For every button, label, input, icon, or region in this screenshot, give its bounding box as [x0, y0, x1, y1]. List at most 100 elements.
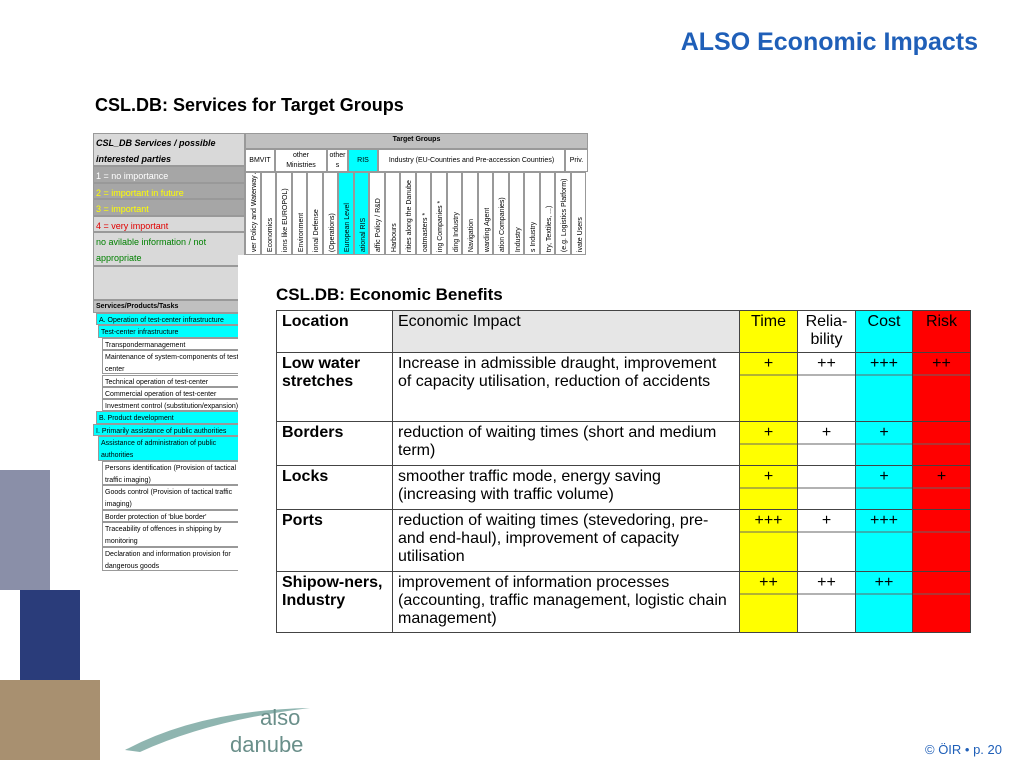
target-groups: Target Groups: [245, 133, 588, 149]
rotated-head: rities along the Danube: [405, 180, 413, 252]
cell: smoother traffic mode, energy saving (in…: [392, 465, 740, 510]
image-strip: [0, 680, 100, 760]
header-row: Location Economic Impact Time Relia-bility C…: [276, 310, 971, 353]
logo: also danube: [125, 705, 310, 757]
cell: +: [855, 465, 913, 510]
group-head: RIS: [348, 149, 378, 172]
bg-header: CSL_DB Services / possible interested pa…: [93, 133, 245, 166]
cell: +++: [855, 509, 913, 572]
rotated-head: warding Agent: [483, 207, 491, 252]
cell: +: [797, 509, 856, 572]
rotated-cell: ding Industry: [446, 172, 462, 255]
cell: Shipow-ners, Industry: [276, 571, 393, 633]
rotated-head: s Industry: [529, 221, 537, 252]
rotated-cell: s Industry: [524, 172, 540, 255]
benefits-title: CSL.DB: Economic Benefits: [276, 285, 503, 304]
rotated-cell: ation Companies): [493, 172, 509, 255]
cell: +: [912, 465, 971, 510]
image-strip: [0, 470, 50, 590]
rotated-cell: try, Textiles, ...): [539, 172, 555, 255]
bg-filler: [93, 266, 245, 300]
logo-word: danube: [230, 732, 303, 757]
data-row: Low water stretches Increase in admissibl…: [276, 352, 971, 422]
rotated-cell: (e.g. Logistics Platform): [555, 172, 571, 255]
data-row: Locks smoother traffic mode, energy savin…: [276, 465, 971, 510]
cell: +++: [855, 352, 913, 422]
rotated-cell: ver Policy and Waterway Authority: [245, 172, 261, 255]
rotated-head: oatmasters *: [421, 212, 429, 252]
cell: ++: [855, 571, 913, 633]
rotated-head: Economics: [266, 217, 274, 252]
cell: ++: [739, 571, 798, 633]
legend-row: no avilable information / not appropriat…: [93, 232, 245, 266]
rotated-cell: Economics: [260, 172, 276, 255]
rotated-cell: rities along the Danube: [400, 172, 416, 255]
cell: Locks: [276, 465, 393, 510]
legend-row: 4 = very important: [93, 216, 245, 232]
rotated-head: Navigation: [467, 218, 475, 252]
service-row: Persons identification (Provision of tac…: [102, 460, 245, 486]
cell: [912, 571, 971, 633]
service-row: Traceability of offences in shipping by …: [102, 522, 245, 547]
group-head: Priv.: [565, 149, 588, 172]
service-row: Commercial operation of test-center: [102, 386, 245, 400]
cell: +++: [739, 509, 798, 572]
rotated-head: ational RIS: [359, 217, 367, 252]
cell: ++: [797, 352, 856, 422]
cell: ++: [912, 352, 971, 422]
cell: reduction of waiting times (stevedoring,…: [392, 509, 740, 572]
group-head: BMVIT: [245, 149, 275, 172]
rotated-head: ver Policy and Waterway Authority: [250, 172, 258, 252]
legend-row: 3 = important: [93, 199, 245, 216]
cell: +: [855, 421, 913, 466]
services-head: Services/Products/Tasks: [93, 300, 245, 313]
service-row: Goods control (Provision of tactical tra…: [102, 485, 245, 510]
cell: improvement of information processes (ac…: [392, 571, 740, 633]
service-row: Maintenance of system-components of test…: [102, 349, 245, 375]
service-row: I. Primarily assistance of public author…: [93, 423, 245, 436]
benefits-table: Location Economic Impact Time Relia-bility C…: [276, 310, 971, 633]
column-head: Time: [739, 310, 798, 353]
cell: [912, 509, 971, 572]
rotated-head: ding Industry: [452, 211, 460, 252]
slide-title: ALSO Economic Impacts: [680, 28, 978, 56]
legend-row: 2 = important in future: [93, 183, 245, 199]
rotated-head: ional Defense: [312, 209, 320, 252]
rotated-head: (Operations): [328, 213, 336, 252]
rotated-cell: oatmasters *: [415, 172, 431, 255]
rotated-head: Harbours: [390, 223, 398, 252]
rotated-cell: warding Agent: [477, 172, 493, 255]
rotated-cell: Navigation: [462, 172, 478, 255]
cell: Low water stretches: [276, 352, 393, 422]
cell: [912, 421, 971, 466]
rotated-cell: affic Policy / R&D: [369, 172, 385, 255]
rotated-cell: ational RIS: [353, 172, 369, 255]
cell: +: [739, 421, 798, 466]
column-head: Cost: [855, 310, 913, 353]
rotated-head: (e.g. Logistics Platform): [560, 178, 568, 252]
service-row: Test-center infrastructure: [98, 325, 245, 338]
rotated-head: Industry: [514, 227, 522, 252]
rotated-head: ions like EUROPOL): [281, 188, 289, 252]
group-head: Industry (EU-Countries and Pre-accession…: [378, 149, 565, 172]
rotated-cell: Environment: [291, 172, 307, 255]
cell: Ports: [276, 509, 393, 572]
logo-swoosh: [125, 708, 310, 752]
rotated-head: Environment: [297, 212, 305, 252]
cell: Borders: [276, 421, 393, 466]
cell: +: [739, 465, 798, 510]
data-row: Borders reduction of waiting times (short…: [276, 421, 971, 466]
cell: Increase in admissible draught, improvem…: [392, 352, 740, 422]
cell: reduction of waiting times (short and me…: [392, 421, 740, 466]
rotated-cell: Harbours: [384, 172, 400, 255]
cell: +: [739, 352, 798, 422]
service-row: A. Operation of test-center infrastructu…: [96, 313, 245, 326]
subtitle: CSL.DB: Services for Target Groups: [95, 95, 404, 115]
rotated-head: ivate Users: [576, 216, 584, 252]
group-head: other s: [327, 149, 348, 172]
rotated-head: try, Textiles, ...): [545, 205, 553, 252]
service-row: Declaration and information provision fo…: [102, 546, 245, 572]
rotated-cell: (Operations): [322, 172, 338, 255]
service-row: B. Product development: [96, 411, 245, 424]
